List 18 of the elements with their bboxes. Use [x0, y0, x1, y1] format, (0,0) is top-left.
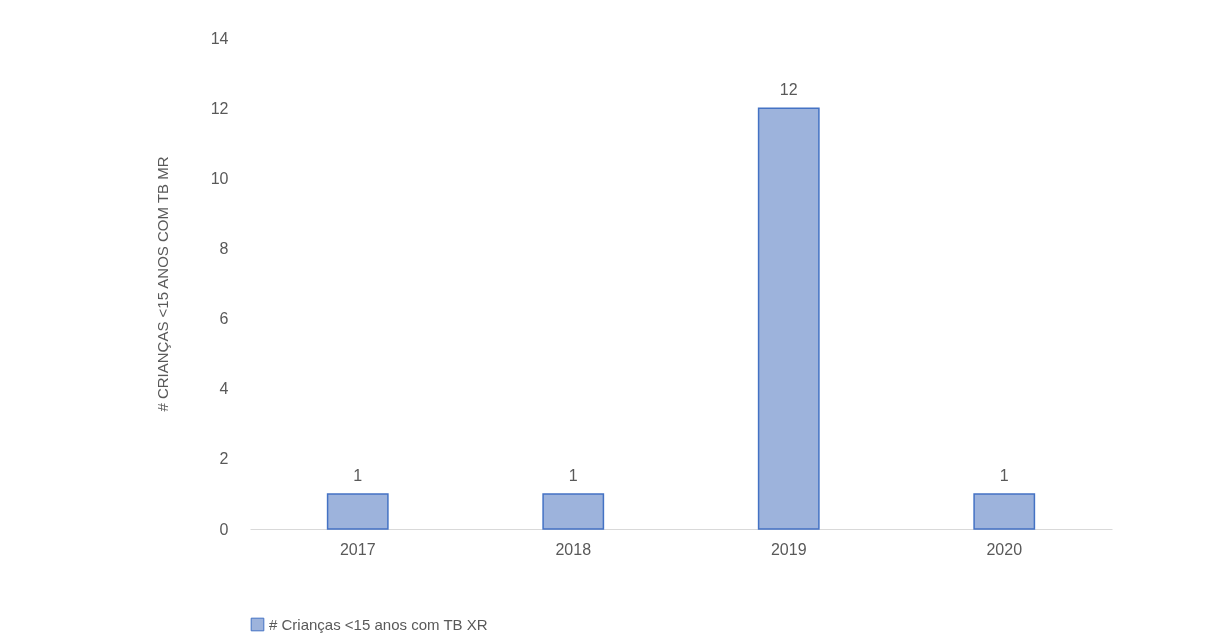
y-tick-label: 10: [210, 169, 229, 187]
x-tick-label: 2018: [555, 540, 592, 558]
y-tick-label: 6: [219, 310, 229, 328]
y-tick-label: 14: [210, 29, 229, 47]
y-axis-title: # CRIANÇAS <15 ANOS COM TB MR: [153, 156, 171, 412]
y-tick-label: 0: [219, 520, 229, 538]
data-label: 1: [353, 466, 363, 484]
x-tick-label: 2020: [986, 540, 1023, 558]
data-label: 12: [779, 81, 798, 99]
x-tick-label: 2019: [770, 540, 807, 558]
data-label: 1: [568, 466, 578, 484]
x-tick-label: 2017: [339, 540, 376, 558]
data-label: 1: [999, 466, 1009, 484]
y-tick-label: 4: [219, 380, 229, 398]
y-tick-label: 8: [219, 239, 229, 257]
y-tick-label: 12: [210, 99, 229, 117]
legend-label: # Crianças <15 anos com TB XR: [269, 615, 488, 633]
y-tick-label: 2: [219, 450, 229, 468]
